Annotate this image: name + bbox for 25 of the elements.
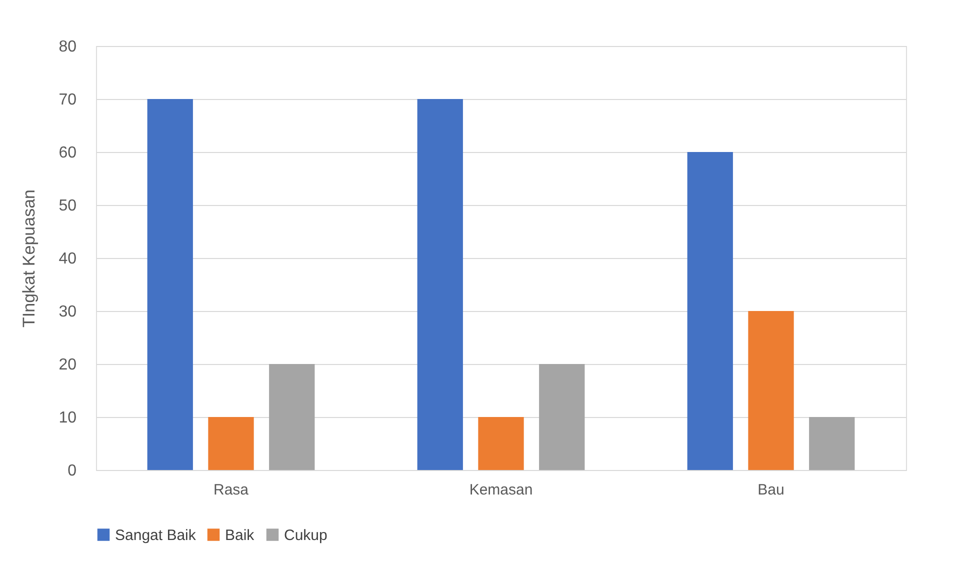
y-tick-label: 70 bbox=[58, 92, 77, 108]
y-tick-label: 40 bbox=[58, 250, 77, 268]
bar bbox=[478, 417, 524, 470]
bar bbox=[269, 364, 315, 470]
y-tick-label: 80 bbox=[58, 38, 77, 56]
bar bbox=[748, 311, 794, 470]
y-tick-label: 30 bbox=[58, 304, 77, 320]
bar bbox=[147, 99, 193, 470]
y-tick-label: 10 bbox=[58, 410, 77, 426]
x-tick-label: Kemasan bbox=[469, 482, 533, 498]
bar bbox=[208, 417, 254, 470]
y-tick-label: 0 bbox=[68, 462, 77, 480]
bar bbox=[687, 152, 733, 470]
bar bbox=[809, 417, 855, 470]
x-tick-label: Bau bbox=[758, 482, 784, 498]
legend-label: Baik bbox=[225, 526, 255, 544]
y-tick-label: 20 bbox=[58, 356, 77, 374]
bar bbox=[417, 99, 463, 470]
legend-label: Sangat Baik bbox=[115, 526, 196, 544]
bar bbox=[539, 364, 585, 470]
y-tick-label: 60 bbox=[58, 144, 77, 162]
y-axis-title: TIngkat Kepuasan bbox=[20, 190, 39, 328]
x-tick-label: Rasa bbox=[213, 482, 250, 498]
y-tick-label: 50 bbox=[58, 198, 77, 214]
legend-label: Cukup bbox=[284, 526, 328, 544]
